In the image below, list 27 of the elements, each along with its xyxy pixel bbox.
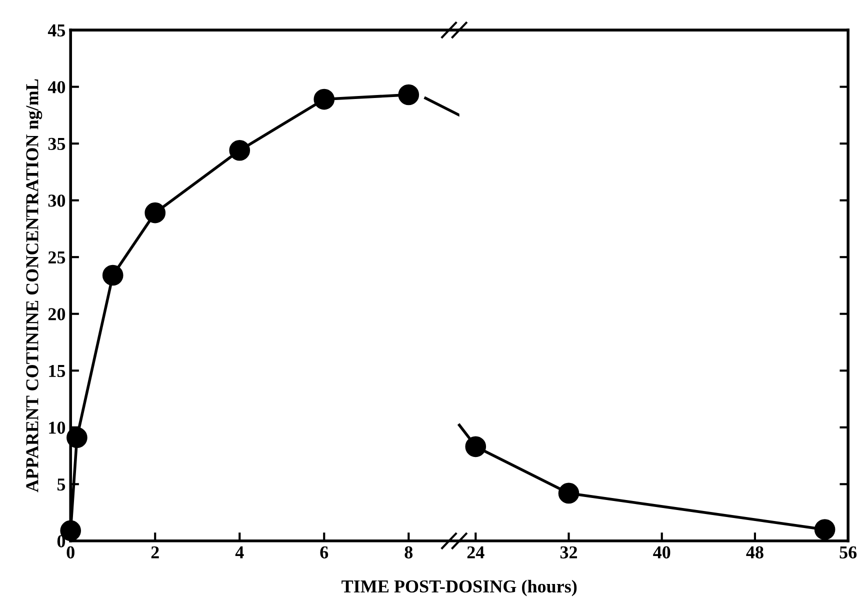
point [144,202,166,224]
y-tick-label: 25 [48,251,66,264]
x-tick-label: 6 [320,546,328,558]
point [314,88,335,110]
x-tick-label: 4 [235,546,244,558]
y-tick-label: 40 [48,81,66,94]
y-tick-label: 10 [49,422,66,434]
y-tick-label: 35 [48,138,66,150]
x-axis-title: TIME POST-DOSING (hours) [342,580,577,596]
x-tick-label: 56 [840,546,857,558]
x-tick-label: 24 [467,546,484,558]
x-tick-label: 40 [653,546,670,558]
point [229,140,250,161]
point [102,264,124,286]
y-tick-label: 45 [48,24,66,36]
y-tick-label: 20 [48,308,66,320]
x-tick-label: 8 [404,546,413,558]
y-tick-label: 15 [49,364,66,378]
y-tick-label: 5 [57,478,66,491]
y-axis-title: APPARENT COTININE CONCENTRATION ng/mL [26,79,42,492]
point [398,84,420,106]
x-tick-label: 48 [746,546,764,558]
y-tick-label: 30 [48,194,66,207]
x-tick-label: 32 [560,546,577,558]
x-tick-label: 0 [66,546,74,558]
point [66,427,88,448]
x-tick-label: 2 [151,546,159,558]
